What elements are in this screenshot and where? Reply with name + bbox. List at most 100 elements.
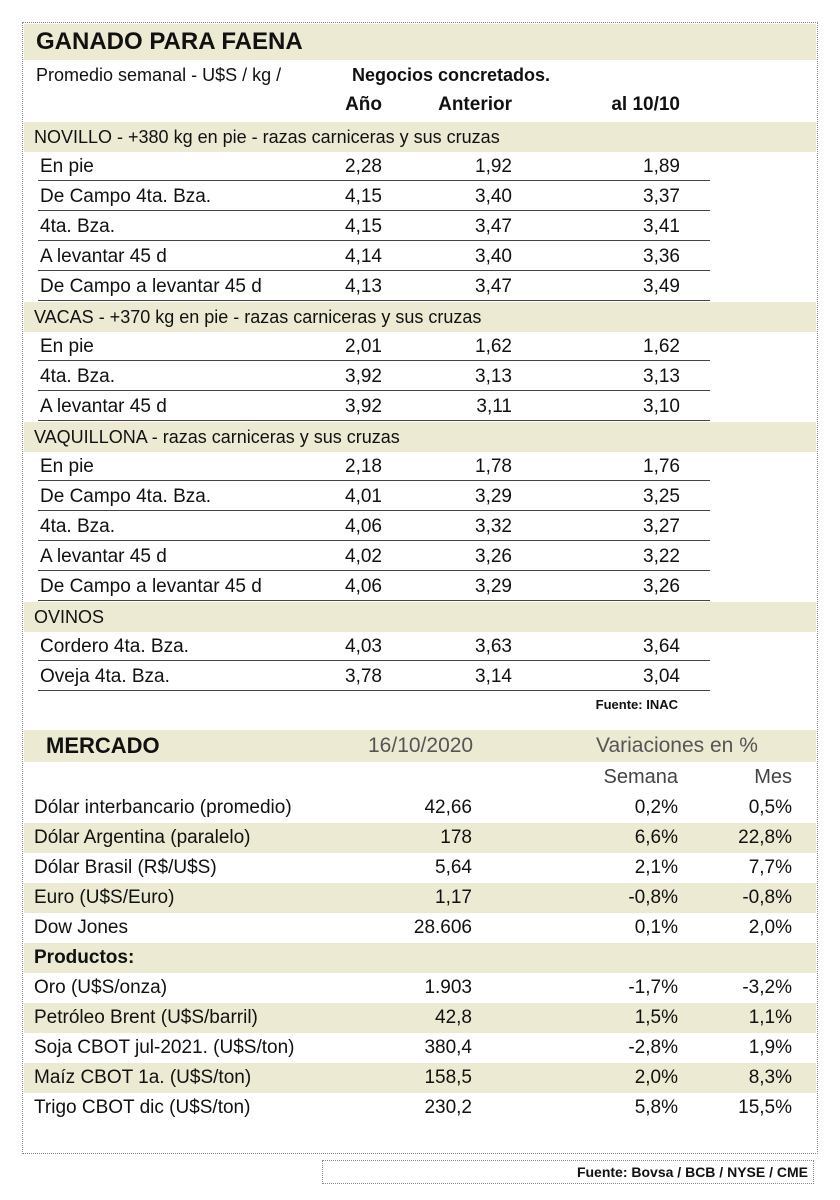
cell: 1,9% (748, 1037, 792, 1058)
section-title: NOVILLO - +380 kg en pie - razas carnice… (34, 127, 500, 147)
cell: 230,2 (424, 1097, 472, 1118)
row-label: Dólar interbancario (promedio) (34, 797, 292, 818)
cell: 3,29 (475, 576, 512, 597)
row-label: En pie (40, 456, 94, 477)
mercado-date: 16/10/2020 (368, 734, 474, 757)
row-label: De Campo 4ta. Bza. (40, 186, 212, 207)
cell: 4,14 (345, 246, 382, 267)
cell: -1,7% (628, 977, 678, 998)
row-label: Dow Jones (34, 917, 128, 938)
cell: 8,3% (748, 1067, 792, 1088)
row-label: En pie (40, 336, 94, 357)
row-line (38, 360, 710, 361)
cell: 4,15 (345, 186, 382, 207)
row-band (24, 1063, 816, 1093)
cell: 4,06 (345, 576, 382, 597)
cell: 178 (440, 827, 472, 848)
cell: 3,78 (345, 666, 382, 687)
cell: -3,2% (742, 977, 792, 998)
cell: 1,17 (435, 887, 472, 908)
row-line (38, 180, 710, 181)
variations: Variaciones en % (596, 734, 758, 757)
column-header: al 10/10 (611, 94, 680, 115)
column-header: Año (345, 94, 382, 115)
subtitle: Promedio semanal - U$S / kg / (36, 65, 282, 85)
cell: 3,32 (475, 516, 512, 537)
cell: 5,64 (435, 857, 472, 878)
mercado-band (24, 730, 816, 762)
row-line (38, 660, 710, 661)
row-label: En pie (40, 156, 94, 177)
cell: 3,26 (643, 576, 680, 597)
row-line (38, 540, 710, 541)
row-line (38, 300, 710, 301)
row-label: Euro (U$S/Euro) (34, 887, 175, 908)
frame (22, 22, 818, 1154)
row-line (38, 210, 710, 211)
cell: 2,18 (345, 456, 382, 477)
row-label: 4ta. Bza. (40, 366, 115, 387)
cell: 3,26 (475, 546, 512, 567)
section-band (24, 602, 816, 632)
cell: 3,41 (643, 216, 680, 237)
row-label: Soja CBOT jul-2021. (U$S/ton) (34, 1037, 295, 1058)
row-label: Trigo CBOT dic (U$S/ton) (34, 1097, 251, 1118)
column-header: Anterior (438, 94, 512, 115)
row-label: Dólar Brasil (R$/U$S) (34, 857, 217, 878)
cell: 2,1% (634, 857, 678, 878)
section-band (24, 302, 816, 332)
cell: 2,0% (748, 917, 792, 938)
row-label: A levantar 45 d (40, 546, 167, 567)
section-band (24, 122, 816, 152)
cell: 1,1% (748, 1007, 792, 1028)
column-header: Semana (603, 766, 679, 788)
cell: 15,5% (738, 1097, 792, 1118)
cell: 4,02 (345, 546, 382, 567)
row-line (38, 480, 710, 481)
cell: 3,64 (643, 636, 680, 657)
cell: 1,62 (643, 336, 680, 357)
cell: 1,76 (643, 456, 680, 477)
cell: 3,40 (475, 186, 512, 207)
cell: 0,1% (634, 917, 678, 938)
cell: 1.903 (424, 977, 472, 998)
cell: 2,01 (345, 336, 382, 357)
row-line (38, 690, 710, 691)
cell: 42,66 (424, 797, 472, 818)
footer-source: Fuente: Bovsa / BCB / NYSE / CME (576, 1164, 808, 1180)
row-label: Dólar Argentina (paralelo) (34, 827, 251, 848)
cell: -0,8% (742, 887, 792, 908)
row-label: Petróleo Brent (U$S/barril) (34, 1007, 258, 1028)
cell: 4,15 (345, 216, 382, 237)
cell: 3,63 (475, 636, 512, 657)
cell: 0,2% (634, 797, 678, 818)
cell: 3,14 (475, 666, 512, 687)
source: Fuente: INAC (595, 697, 678, 712)
row-label: De Campo a levantar 45 d (40, 576, 262, 597)
row-label: De Campo a levantar 45 d (40, 276, 262, 297)
section-title: OVINOS (34, 607, 105, 627)
cell: 3,25 (643, 486, 680, 507)
cell: 1,92 (475, 156, 512, 177)
cell: 3,11 (476, 396, 512, 417)
row-label: Oveja 4ta. Bza. (40, 666, 170, 687)
cell: 3,47 (475, 216, 512, 237)
cell: 3,04 (643, 666, 680, 687)
cell: 7,7% (748, 857, 792, 878)
cell: 4,01 (345, 486, 382, 507)
column-header: Mes (754, 766, 792, 788)
cell: 6,6% (634, 827, 678, 848)
section-title: VAQUILLONA - razas carniceras y sus cruz… (34, 427, 400, 447)
cell: 3,92 (345, 366, 382, 387)
section-title: VACAS - +370 kg en pie - razas carnicera… (34, 307, 482, 327)
cell: 4,06 (345, 516, 382, 537)
row-label: A levantar 45 d (40, 396, 167, 417)
title: GANADO PARA FAENA (36, 28, 303, 55)
cell: 1,78 (475, 456, 512, 477)
row-line (38, 270, 710, 271)
row-line (38, 240, 710, 241)
footer-box (322, 1160, 814, 1184)
cell: 3,13 (475, 366, 512, 387)
cell: 3,92 (345, 396, 382, 417)
cell: -2,8% (628, 1037, 678, 1058)
